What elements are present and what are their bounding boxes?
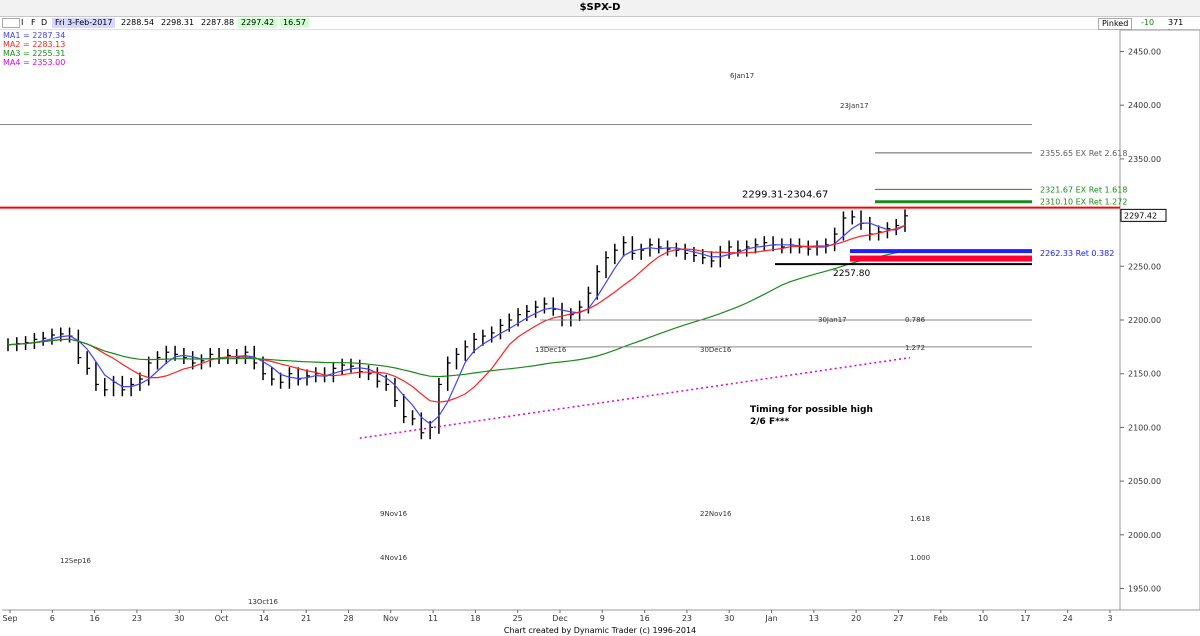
level-label: 2355.65 EX Ret 2.618	[1040, 149, 1127, 158]
quote-high: 2298.31	[161, 18, 195, 27]
pivot-label: 4Nov16	[380, 554, 408, 562]
price-tick-label: 2150.00	[1128, 370, 1161, 379]
ma-legend-item: MA2 = 2283.13	[3, 40, 66, 49]
indicator-toggle-button[interactable]: I	[21, 18, 24, 27]
pivot-label: 23Jan17	[840, 102, 869, 110]
quote-date: Fri 3-Feb-2017	[52, 18, 116, 28]
ma-legend-item: MA1 = 2287.34	[3, 31, 66, 40]
pivot-label: 6Jan17	[730, 72, 754, 80]
ma4-trend-line	[359, 356, 911, 439]
date-tick-label: 23	[682, 614, 692, 623]
support-label: 2257.80	[833, 269, 870, 279]
ma-legend-item: MA4 = 2353.00	[3, 58, 66, 67]
level-label: 2321.67 EX Ret 1.618	[1040, 185, 1127, 194]
date-tick-label: 16	[640, 614, 650, 623]
pivot-label: 30Dec16	[700, 346, 732, 354]
price-tick-label: 2000.00	[1128, 531, 1161, 540]
date-tick-label: 21	[301, 614, 311, 623]
ma-legend-item: MA3 = 2255.31	[3, 49, 66, 58]
date-tick-label: 24	[1063, 614, 1073, 623]
pivot-label: 12Sep16	[60, 557, 92, 565]
support-band-blue	[850, 249, 1032, 254]
date-tick-label: Feb	[934, 614, 948, 623]
date-tick-label: 3	[1107, 614, 1112, 623]
level-label: 2310.10 EX Ret 1.272	[1040, 198, 1127, 207]
date-tick-label: 16	[90, 614, 100, 623]
date-tick-label: Nov	[383, 614, 399, 623]
date-tick-label: 11	[428, 614, 438, 623]
price-tick-label: 2350.00	[1128, 155, 1161, 164]
quote-bar: I F D Fri 3-Feb-2017 2288.54 2298.31 228…	[0, 17, 1200, 37]
pivot-label: 1.618	[910, 515, 930, 523]
date-tick-label: 23	[132, 614, 142, 623]
ma1-line	[7, 222, 906, 425]
level-label: 2262.33 Ret 0.382	[1040, 249, 1114, 258]
price-tick-label: 2450.00	[1128, 47, 1161, 56]
mode-value[interactable]: -10	[1141, 18, 1155, 27]
price-tick-label: 2250.00	[1128, 262, 1161, 271]
date-tick-label: 30	[174, 614, 184, 623]
date-tick-label: 13	[809, 614, 819, 623]
quote-change: 16.57	[280, 18, 309, 28]
date-tick-label: Dec	[552, 614, 567, 623]
price-tick-label: 1950.00	[1128, 585, 1161, 594]
last-price-tag	[1120, 208, 1167, 222]
date-tick-label: 9	[600, 614, 605, 623]
date-tick-label: 30	[724, 614, 734, 623]
date-tick-label: 6	[50, 614, 55, 623]
pivot-label: 1.272	[905, 344, 925, 352]
title-bar: $SPX-D	[0, 0, 1200, 17]
pivot-label: 30Jan17	[818, 316, 847, 324]
date-tick-label: Oct	[215, 614, 229, 623]
date-tick-label: 18	[470, 614, 480, 623]
date-tick-label: Jan	[764, 614, 777, 623]
resistance-zone-label: 2299.31-2304.67	[742, 190, 828, 201]
date-tick-label: 28	[343, 614, 353, 623]
drawing-toggle-button[interactable]: D	[41, 18, 48, 27]
ma3-line	[7, 249, 906, 378]
date-tick-label: 17	[1020, 614, 1030, 623]
pivot-label: 22Nov16	[700, 510, 732, 518]
pivot-label: 0.786	[905, 316, 926, 324]
pivot-label: 13Dec16	[535, 346, 567, 354]
date-tick-label: 10	[978, 614, 988, 623]
quote-close: 2297.42	[238, 18, 278, 28]
price-tick-label: 2200.00	[1128, 316, 1161, 325]
timing-annotation: 2/6 F***	[750, 417, 790, 427]
ma2-line	[7, 224, 906, 403]
date-tick-label: 25	[513, 614, 523, 623]
price-tick-label: 2400.00	[1128, 101, 1161, 110]
date-tick-label: Sep	[2, 614, 17, 623]
date-tick-label: 20	[851, 614, 861, 623]
last-price-value: 2297.42	[1124, 211, 1157, 220]
pivot-label: 13Oct16	[248, 598, 278, 606]
date-tick-label: 27	[893, 614, 903, 623]
timing-annotation: Timing for possible high	[750, 405, 873, 415]
quote-open: 2288.54	[121, 18, 155, 27]
pivot-label: 9Nov16	[380, 510, 408, 518]
ma-legend: MA1 = 2287.34 MA2 = 2283.13 MA3 = 2255.31 M…	[3, 31, 65, 67]
menu-icon[interactable]	[2, 18, 20, 28]
pivot-label: 1.000	[910, 554, 930, 562]
price-axis-panel	[1119, 29, 1200, 611]
quote-low: 2287.88	[201, 18, 235, 27]
price-tick-label: 2100.00	[1128, 423, 1161, 432]
format-toggle-button[interactable]: F	[31, 18, 36, 27]
date-tick-label: 14	[259, 614, 269, 623]
support-band-red	[850, 255, 1032, 262]
chart-title: $SPX-D	[579, 2, 621, 13]
price-tick-label: 2050.00	[1128, 477, 1161, 486]
mode-label[interactable]: Pinked	[1098, 18, 1133, 30]
footer-credit: Chart created by Dynamic Trader (c) 1996…	[503, 626, 697, 635]
